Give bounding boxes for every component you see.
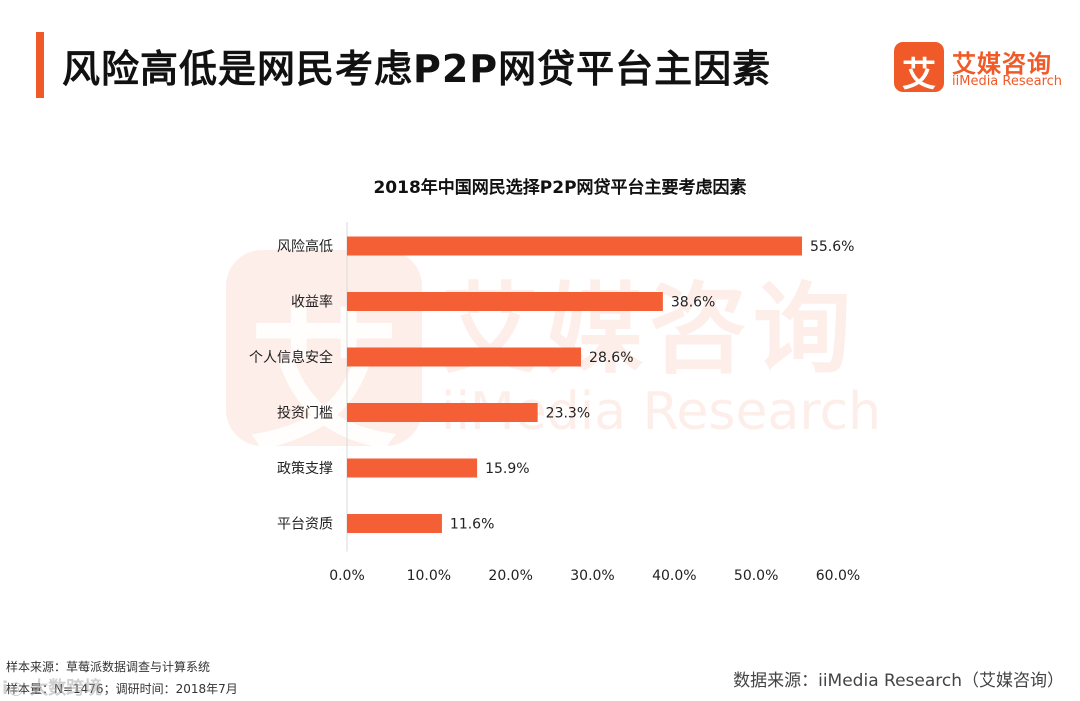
category-label: 收益率 — [291, 294, 333, 311]
category-label: 风险高低 — [277, 238, 333, 255]
brand-logo: 艾 艾媒咨询 iiMedia Research — [894, 40, 1069, 95]
value-label: 23.3% — [546, 406, 590, 422]
x-tick-label: 0.0% — [329, 568, 365, 584]
category-label: 投资门槛 — [277, 406, 333, 422]
value-label: 38.6% — [671, 295, 715, 311]
x-tick-label: 60.0% — [816, 568, 860, 584]
bar — [347, 347, 582, 367]
logo-name-cn: 艾媒咨询 — [952, 50, 1052, 78]
x-tick-label: 50.0% — [734, 568, 778, 584]
page-title: 风险高低是网民考虑P2P网贷平台主因素 — [62, 47, 772, 91]
value-label: 11.6% — [450, 517, 494, 533]
bar — [347, 236, 802, 256]
data-source: 数据来源：iiMedia Research（艾媒咨询） — [733, 671, 1064, 691]
sample-info: 样本来源：草莓派数据调查与计算系统 样本量：N=1476；调研时间：2018年7… — [6, 656, 238, 700]
bottom-watermark: i◎ 大数跨境 — [2, 678, 103, 699]
logo-name-en: iiMedia Research — [952, 74, 1063, 89]
value-label: 28.6% — [589, 350, 633, 366]
sample-source: 样本来源：草莓派数据调查与计算系统 — [6, 660, 211, 674]
title-accent-bar — [36, 32, 44, 98]
logo-mark-glyph: 艾 — [902, 55, 936, 95]
value-label: 15.9% — [485, 461, 529, 477]
x-tick-label: 30.0% — [570, 568, 614, 584]
x-tick-label: 20.0% — [488, 568, 532, 584]
value-label: 55.6% — [810, 239, 854, 255]
category-label: 平台资质 — [277, 517, 333, 533]
category-label: 政策支撑 — [277, 460, 333, 477]
bar — [347, 458, 478, 478]
x-tick-label: 40.0% — [652, 568, 696, 584]
chart-title: 2018年中国网民选择P2P网贷平台主要考虑因素 — [373, 177, 746, 198]
bar — [347, 403, 538, 422]
bar-chart: 2018年中国网民选择P2P网贷平台主要考虑因素风险高低 55.6% 收益率 38.6… — [240, 170, 880, 590]
sample-size: 样本量：N=1476；调研时间：2018年7月 — [6, 682, 238, 696]
logo-mark-icon: 艾 — [894, 42, 944, 95]
x-tick-label: 10.0% — [407, 568, 451, 584]
watermark-mark-glyph: 艾 — [248, 297, 399, 471]
bar — [347, 514, 442, 533]
category-label: 个人信息安全 — [249, 349, 333, 366]
bar — [347, 292, 663, 311]
